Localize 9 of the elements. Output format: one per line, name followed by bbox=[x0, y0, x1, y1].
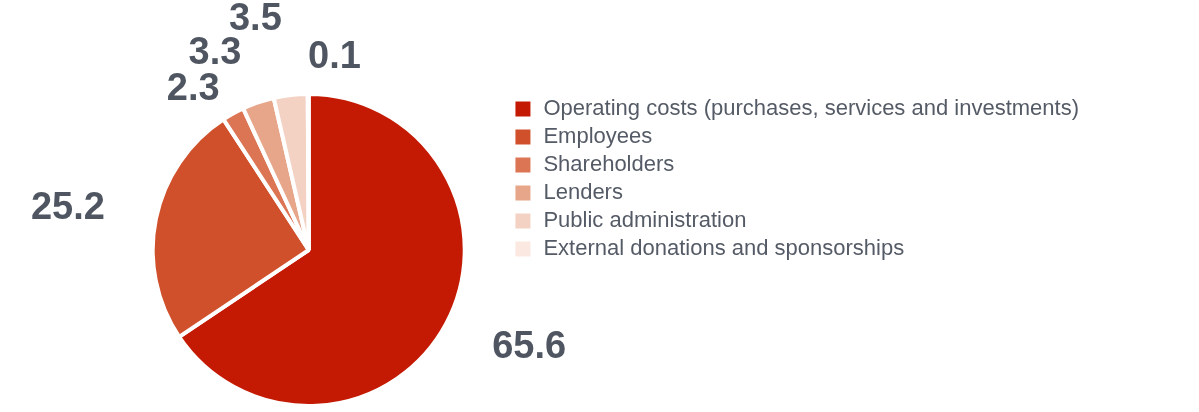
legend-label: External donations and sponsorships bbox=[543, 235, 905, 261]
data-label: 25.2 bbox=[30, 184, 105, 227]
legend-label: Shareholders bbox=[543, 151, 675, 177]
legend-label: Lenders bbox=[543, 179, 623, 205]
data-label: 65.6 bbox=[492, 324, 567, 367]
legend-label: Employees bbox=[543, 123, 653, 149]
legend-label: Public administration bbox=[543, 207, 747, 233]
legend-label: Operating costs (purchases, services and investments) bbox=[543, 95, 1079, 121]
data-label: 0.1 bbox=[308, 34, 361, 77]
